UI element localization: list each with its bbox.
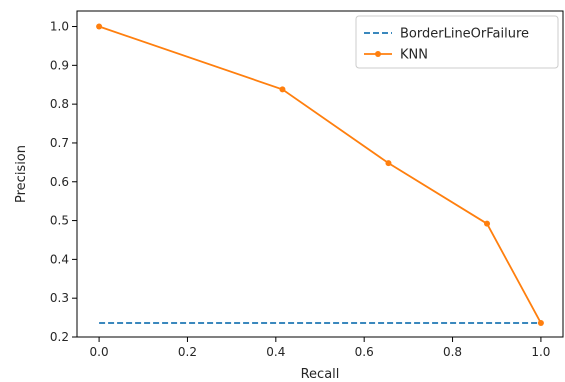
- data-point: [385, 160, 392, 167]
- y-tick-label: 0.4: [50, 252, 69, 266]
- legend-label: KNN: [400, 48, 428, 63]
- data-point: [96, 23, 103, 30]
- x-tick-label: 0.2: [178, 345, 197, 359]
- x-tick-label: 0.6: [355, 345, 374, 359]
- y-axis-label: Precision: [14, 145, 29, 203]
- legend-box: [355, 15, 559, 69]
- y-tick-label: 0.8: [50, 97, 69, 111]
- x-ticks: 0.0 0.2 0.4 0.6 0.8 1.0: [90, 337, 550, 359]
- y-tick-label: 0.6: [50, 175, 69, 189]
- data-point: [537, 320, 544, 327]
- y-ticks: 0.2 0.3 0.4 0.5 0.6 0.7 0.8 0.9 1.0: [50, 20, 77, 344]
- y-tick-label: 0.9: [50, 58, 69, 72]
- x-tick-label: 0.4: [266, 345, 285, 359]
- x-tick-label: 0.0: [90, 345, 109, 359]
- y-tick-label: 0.5: [50, 214, 69, 228]
- legend: BorderLineOrFailure KNN: [355, 15, 559, 69]
- x-axis-label: Recall: [301, 367, 340, 382]
- y-tick-label: 0.3: [50, 291, 69, 305]
- x-tick-label: 1.0: [531, 345, 550, 359]
- legend-marker: [375, 51, 381, 57]
- y-tick-label: 1.0: [50, 20, 69, 34]
- x-tick-label: 0.8: [443, 345, 462, 359]
- y-tick-label: 0.2: [50, 330, 69, 344]
- y-tick-label: 0.7: [50, 136, 69, 150]
- legend-label: BorderLineOrFailure: [400, 27, 529, 42]
- series-layer: [96, 23, 544, 327]
- data-point: [484, 220, 491, 227]
- data-point: [279, 86, 286, 93]
